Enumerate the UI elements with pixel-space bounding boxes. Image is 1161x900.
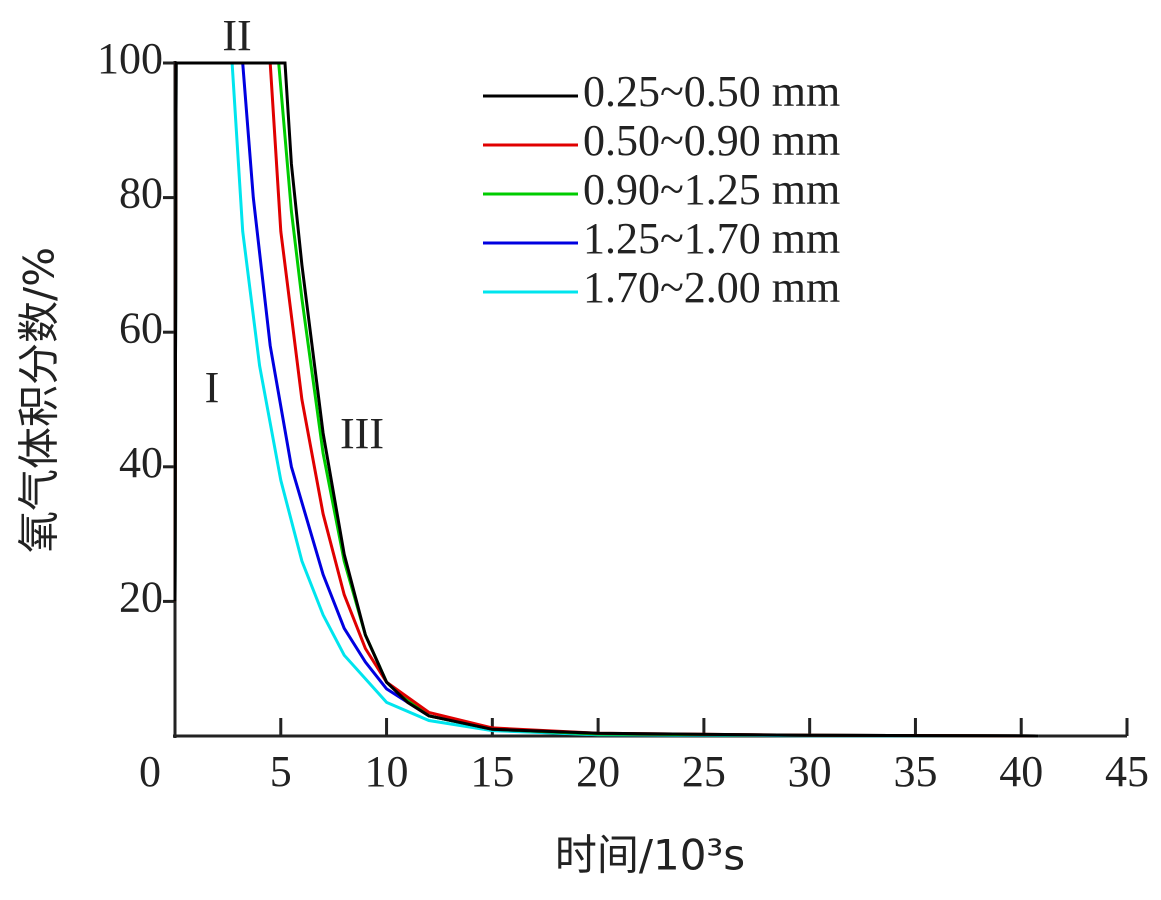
x-tick-label: 45 [1105, 747, 1149, 796]
annotation: I [205, 363, 220, 412]
x-tick-label: 20 [576, 747, 620, 796]
x-tick-label: 30 [788, 747, 832, 796]
y-tick-label: 20 [119, 572, 163, 621]
legend-label: 0.50~0.90 mm [583, 116, 840, 165]
x-tick-label: 10 [365, 747, 409, 796]
y-axis-label: 氧气体积分数/% [15, 247, 64, 553]
legend-label: 1.25~1.70 mm [583, 214, 840, 263]
legend-label: 0.25~0.50 mm [583, 67, 840, 116]
y-tick-label: 100 [97, 34, 163, 83]
x-tick-label: 0 [139, 747, 161, 796]
annotation: II [222, 11, 251, 60]
y-tick-label: 80 [119, 169, 163, 218]
x-tick-label: 35 [893, 747, 937, 796]
x-tick-label: 25 [682, 747, 726, 796]
x-tick-label: 5 [270, 747, 292, 796]
x-tick-label: 40 [999, 747, 1043, 796]
y-tick-label: 60 [119, 303, 163, 352]
legend-label: 1.70~2.00 mm [583, 263, 840, 312]
annotation: III [340, 409, 384, 458]
x-axis-label: 时间/10³s [555, 831, 745, 880]
x-tick-label: 15 [470, 747, 514, 796]
y-tick-label: 40 [119, 438, 163, 487]
series-line [173, 61, 1039, 738]
legend-label: 0.90~1.25 mm [583, 165, 840, 214]
